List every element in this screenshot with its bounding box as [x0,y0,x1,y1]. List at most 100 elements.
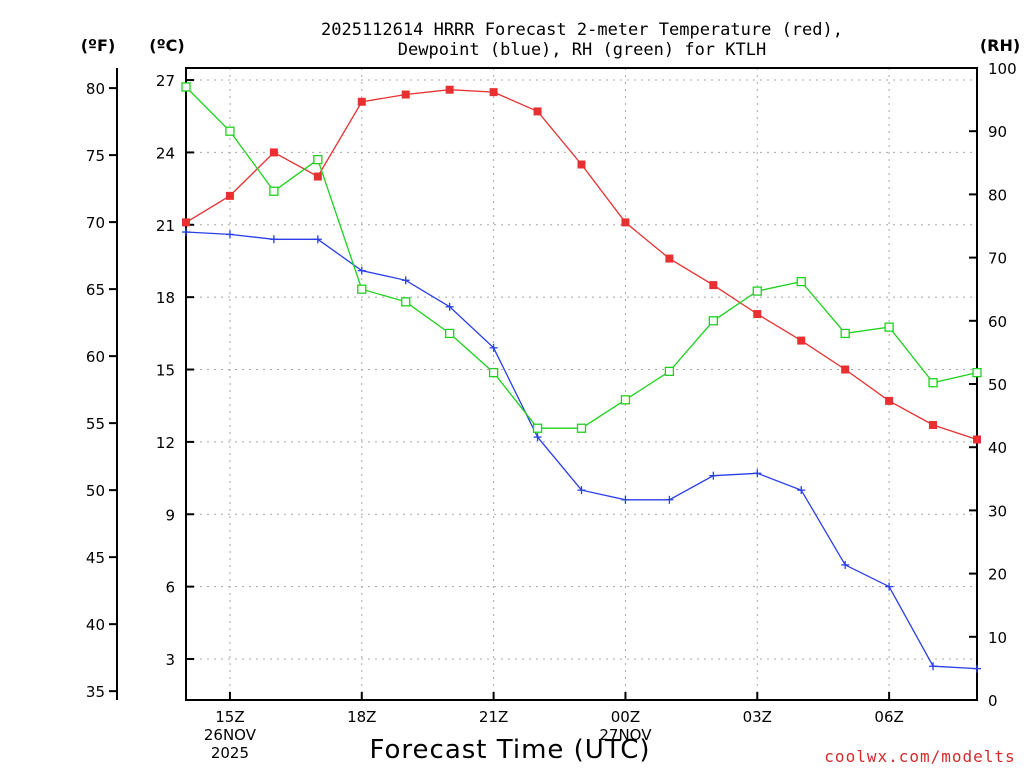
rh-tick-label: 10 [988,629,1007,647]
dewpoint-point [929,662,938,671]
x-tick-label: 06Z [874,708,903,726]
dewpoint-point [885,582,894,591]
temperature-point [753,310,762,319]
celsius-tick-label: 21 [156,217,175,235]
temperature-point [401,90,410,99]
series-layer [181,82,982,673]
fahrenheit-tick-label: 80 [86,80,105,98]
dewpoint-point [797,486,806,495]
temperature-point [313,172,322,181]
rh-point [884,322,894,332]
chart-title-line-1: 2025112614 HRRR Forecast 2-meter Tempera… [321,20,843,40]
temperature-point [182,218,190,227]
dewpoint-point [225,230,234,239]
temperature-point [489,88,498,97]
temperature-point [225,191,234,200]
celsius-tick-label: 9 [165,506,175,524]
rh-point [181,82,191,92]
temperature-point [973,435,981,444]
temperature-point [621,218,630,227]
x-tick-label: 18Z [347,708,376,726]
x-tick-label: 00Z [611,708,640,726]
rh-point [357,284,367,294]
fahrenheit-tick-label: 35 [86,683,105,701]
rh-point [445,328,455,339]
temperature-point [533,107,542,116]
rh-point [972,367,982,378]
credit-text: coolwx.com/modelts [824,747,1015,766]
celsius-unit-label: (ºC) [149,36,184,55]
rh-tick-label: 90 [988,123,1007,141]
temperature-point [445,85,454,94]
dewpoint-point [489,343,498,352]
dewpoint-point [313,235,322,244]
rh-tick-label: 50 [988,376,1007,394]
celsius-tick-label: 12 [156,434,175,452]
celsius-tick-label: 15 [156,362,175,380]
rh-point [840,328,850,339]
temperature-point [841,365,850,374]
rh-point [928,378,938,388]
celsius-tick-label: 24 [156,144,175,162]
temperature-point [885,396,894,405]
temperature-point [797,336,806,345]
celsius-tick-label: 27 [156,72,175,90]
grid-lines [186,68,977,700]
rh-tick-label: 70 [988,250,1007,268]
chart-title-line-2: Dewpoint (blue), RH (green) for KTLH [398,40,766,60]
rh-line [185,86,978,429]
x-tick-label: 2025 [211,744,249,762]
rh-point [620,395,631,405]
temperature-point [709,281,718,290]
dewpoint-point [665,495,674,504]
fahrenheit-tick-label: 45 [86,549,105,567]
dewpoint-point [841,560,850,569]
rh-tick-label: 0 [988,692,998,710]
fahrenheit-tick-label: 50 [86,482,105,500]
axes: 35 40 45 50 55 60 65 70 75 80 3 6 9 12 15 18 21 24 27 0 10 20… [86,60,1017,762]
x-tick-label: 15Z [215,708,244,726]
rh-tick-label: 30 [988,502,1007,520]
rh-point [313,154,323,165]
rh-tick-label: 80 [988,186,1007,204]
temperature-point [357,97,366,106]
rh-unit-label: (RH) [980,36,1020,55]
fahrenheit-tick-label: 60 [86,348,105,366]
temperature-point [665,254,674,263]
rh-point [401,297,411,307]
fahrenheit-tick-label: 40 [86,616,105,634]
fahrenheit-tick-label: 75 [86,147,105,165]
dewpoint-point [621,495,630,504]
x-tick-label: 27NOV [599,726,652,744]
temperature-point [269,148,278,157]
dewpoint-point [533,433,542,442]
temperature-point [577,160,586,169]
fahrenheit-tick-label: 70 [86,214,105,232]
rh-point [576,423,587,433]
dewpoint-point [269,235,278,244]
rh-point [752,286,762,296]
dewpoint-point [709,471,718,480]
rh-tick-label: 100 [988,60,1017,78]
rh-tick-label: 40 [988,439,1007,457]
celsius-tick-label: 6 [165,579,175,597]
x-axis-label: Forecast Time (UTC) [369,735,650,765]
rh-tick-label: 60 [988,313,1007,331]
dewpoint-point [401,276,410,285]
dewpoint-point [577,486,586,495]
dewpoint-point [973,664,981,673]
fahrenheit-unit-label: (ºF) [81,36,116,55]
dewpoint-point [357,266,366,275]
x-tick-label: 03Z [743,708,772,726]
x-tick-label: 26NOV [204,726,257,744]
celsius-tick-label: 18 [156,289,175,307]
rh-point [225,126,235,136]
rh-point [269,186,279,196]
fahrenheit-tick-label: 55 [86,415,105,433]
x-tick-label: 21Z [479,708,508,726]
temperature-line [185,89,978,441]
rh-tick-label: 20 [988,566,1007,584]
celsius-tick-label: 3 [165,651,175,669]
dewpoint-point [753,469,762,478]
